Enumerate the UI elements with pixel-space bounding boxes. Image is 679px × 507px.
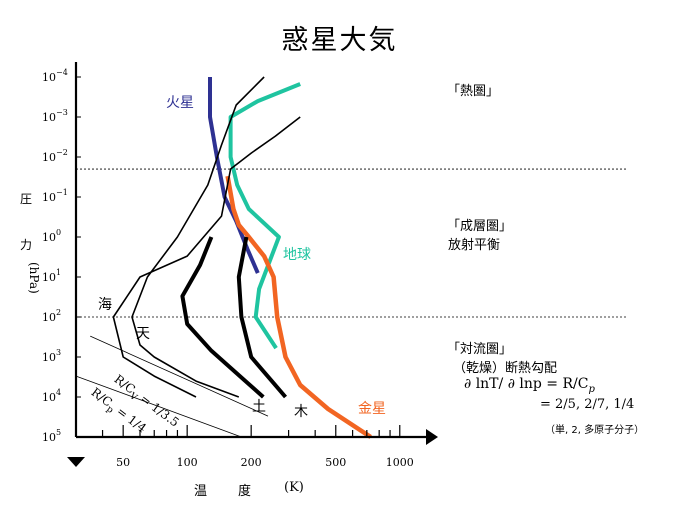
y-tick-label-exp-2: −3 (56, 108, 68, 117)
x-axis-arrow (426, 429, 438, 445)
x-axis-label-char-1: 温 (194, 484, 208, 499)
y-tick-label-6: 101 (42, 268, 61, 284)
x-axis-label-char-2: 度 (238, 484, 252, 499)
thermosphere-label: 「熱圏」 (447, 84, 500, 99)
y-tick-label-2: 10−3 (42, 108, 68, 124)
series-line-2 (228, 82, 301, 350)
stratosphere-label: 「成層圏」 (447, 219, 513, 234)
y-tick-label-exp-8: 3 (56, 348, 61, 357)
adiabat-line-2 (75, 375, 242, 438)
y-tick-label-exp-3: −2 (56, 148, 68, 157)
series-line-3 (225, 175, 372, 439)
series-label-venus: 金星 (358, 401, 386, 417)
adiabat-lines (75, 335, 269, 438)
adiabatic-formula-main: ∂ lnT/ ∂ lnp = R/C (464, 376, 589, 392)
y-tick-label-exp-5: 0 (56, 228, 61, 237)
y-tick-label-8: 103 (42, 348, 61, 364)
y-tick-label-1: 10−4 (42, 68, 68, 84)
y-tick-label-3: 10−2 (42, 148, 68, 164)
y-tick-label-exp-9: 4 (56, 388, 61, 397)
series-label-uranus: 天 (136, 326, 150, 342)
y-axis-unit: (hPa) (27, 262, 41, 294)
y-axis-label-char-2: 力 (20, 238, 33, 252)
x-tick-label-5: 1000 (386, 456, 414, 469)
y-tick-label-exp-4: −1 (56, 188, 68, 197)
y-tick-label-5: 100 (42, 228, 61, 244)
series-label-neptune: 海 (98, 297, 112, 313)
origin-arrow (67, 457, 85, 467)
boundary-lines (76, 168, 627, 318)
series-label-mars: 火星 (166, 95, 194, 111)
adiabatic-values: = 2/5, 2/7, 1/4 (540, 397, 635, 412)
x-tick-label-2: 100 (177, 456, 198, 469)
x-tick-label-3: 200 (241, 456, 262, 469)
series-line-5 (180, 236, 265, 399)
molecule-type-note: （単, 2, 多原子分子） (545, 425, 645, 436)
adiabatic-formula: ∂ lnT/ ∂ lnp = R/Cp (464, 376, 595, 395)
series-line-7 (112, 116, 301, 398)
series-line-6 (131, 76, 265, 398)
series-line-4 (236, 236, 288, 399)
x-tick-label-4: 500 (325, 456, 346, 469)
series-label-saturn: 土 (252, 399, 266, 415)
y-tick-label-9: 104 (42, 388, 61, 404)
adiabatic-formula-sub: p (588, 383, 595, 395)
y-tick-label-4: 10−1 (42, 188, 68, 204)
y-tick-label-exp-7: 2 (56, 308, 61, 317)
adiabat-line-1 (90, 335, 269, 417)
chart-title: 惑星大気 (281, 25, 398, 56)
y-axis-label-char-1: 圧 (20, 192, 33, 206)
y-tick-label-7: 102 (42, 308, 61, 324)
y-tick-label-exp-6: 1 (56, 268, 61, 277)
y-tick-label-10: 105 (42, 428, 61, 444)
axes (67, 62, 438, 467)
series-lines (112, 76, 372, 439)
adiabatic-gradient-label: （乾燥）断熱勾配 (453, 361, 558, 376)
troposphere-label: 「対流圏」 (447, 342, 513, 357)
series-label-earth: 地球 (283, 247, 311, 263)
y-tick-label-exp-1: −4 (56, 68, 68, 77)
y-tick-label-exp-10: 5 (56, 428, 61, 437)
x-tick-label-1: 50 (116, 456, 130, 469)
series-label-jupiter: 木 (294, 404, 308, 420)
radiative-equilibrium-label: 放射平衡 (448, 238, 501, 253)
x-axis-unit: (K) (284, 480, 304, 495)
